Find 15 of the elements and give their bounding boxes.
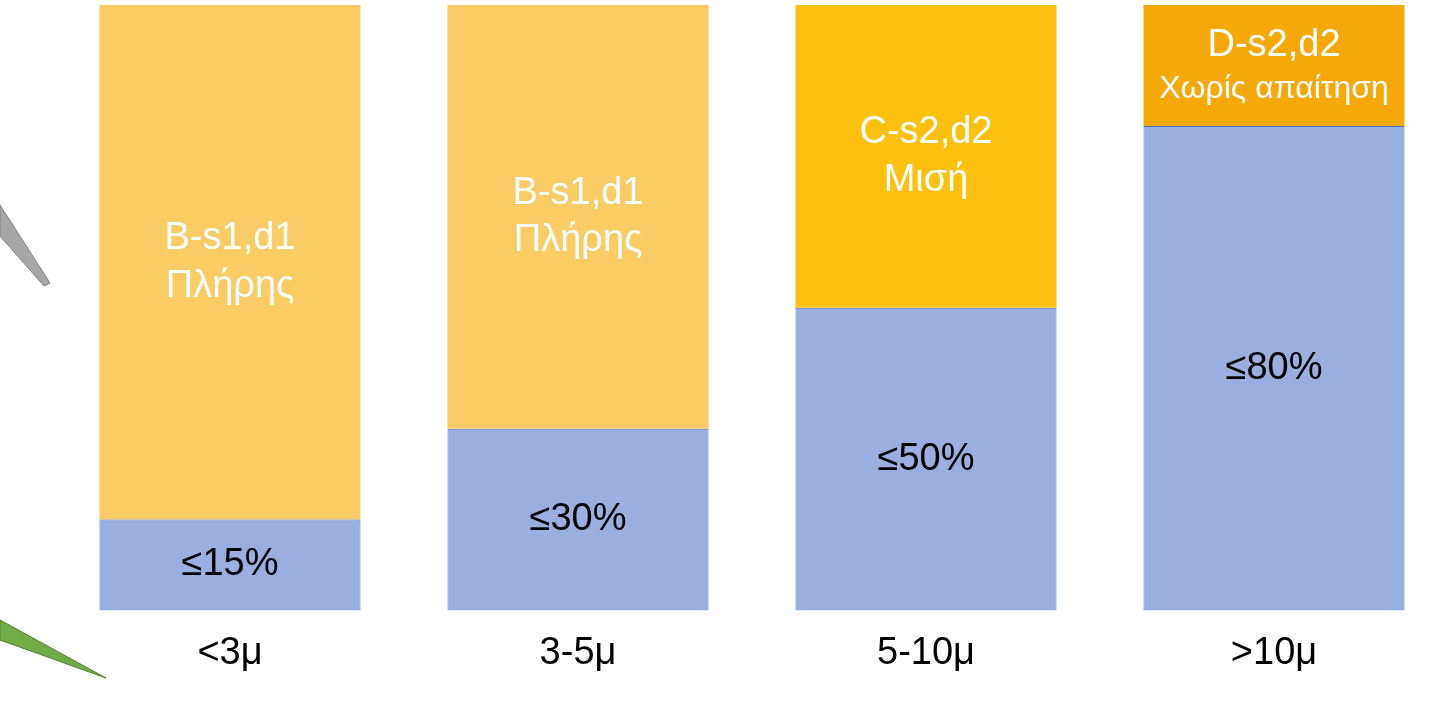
- bar: [795, 5, 1057, 308]
- data-label: ≤50%: [877, 435, 975, 478]
- bar: [99, 5, 361, 520]
- data-label: D-s2,d2 Χωρίς απαίτηση: [1159, 22, 1389, 106]
- x-tick-label: 3-5μ: [539, 629, 617, 672]
- data-label: ≤30%: [529, 496, 627, 539]
- data-label: ≤15%: [181, 541, 279, 584]
- x-tick-label: 5-10μ: [877, 629, 975, 672]
- data-label: B-s1,d1 Πλήρης: [164, 215, 296, 305]
- bar: [447, 5, 709, 429]
- data-label: ≤80%: [1225, 344, 1323, 387]
- x-tick-label: >10μ: [1230, 629, 1318, 672]
- data-label: C-s2,d2 Μισή: [859, 109, 993, 199]
- x-tick-label: <3μ: [197, 629, 263, 672]
- data-label: B-s1,d1 Πλήρης: [512, 169, 644, 260]
